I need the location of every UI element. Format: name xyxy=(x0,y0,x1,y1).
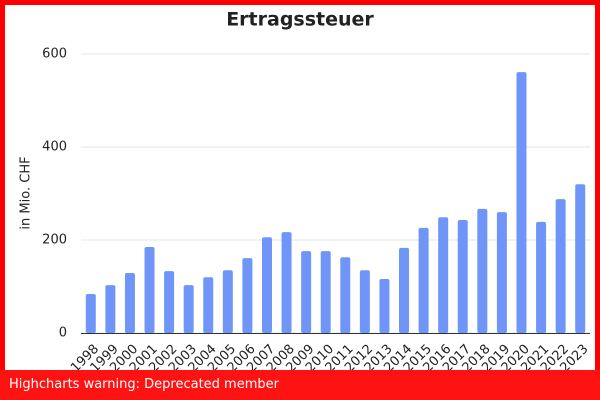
bar xyxy=(203,277,214,333)
bar xyxy=(222,270,233,333)
bar xyxy=(124,273,135,333)
bar xyxy=(85,293,96,333)
bar xyxy=(281,232,292,333)
bar xyxy=(359,270,370,333)
y-tick-label: 200 xyxy=(42,233,67,248)
bar xyxy=(496,212,507,333)
bar xyxy=(477,208,488,333)
bar xyxy=(242,258,253,333)
y-tick-label: 0 xyxy=(59,326,67,341)
chart-title: Ertragssteuer xyxy=(226,9,374,31)
bar xyxy=(183,285,194,333)
bar xyxy=(340,257,351,333)
bar xyxy=(418,227,429,333)
bar xyxy=(438,217,449,333)
warning-bar: Highcharts warning: Deprecated member xyxy=(0,370,600,400)
bar xyxy=(261,237,272,333)
bar xyxy=(575,184,586,333)
warning-text: Highcharts warning: Deprecated member xyxy=(9,377,279,392)
bar xyxy=(555,199,566,333)
y-tick-label: 400 xyxy=(42,140,67,155)
bar xyxy=(301,251,312,333)
bar xyxy=(164,271,175,333)
bar xyxy=(536,221,547,333)
bar xyxy=(320,251,331,333)
bar xyxy=(105,285,116,333)
bar xyxy=(144,246,155,333)
bar xyxy=(516,72,527,333)
bar xyxy=(399,247,410,333)
bar xyxy=(457,220,468,333)
y-tick-label: 600 xyxy=(42,47,67,62)
y-axis-label: in Mio. CHF xyxy=(19,156,34,229)
bar xyxy=(379,279,390,333)
